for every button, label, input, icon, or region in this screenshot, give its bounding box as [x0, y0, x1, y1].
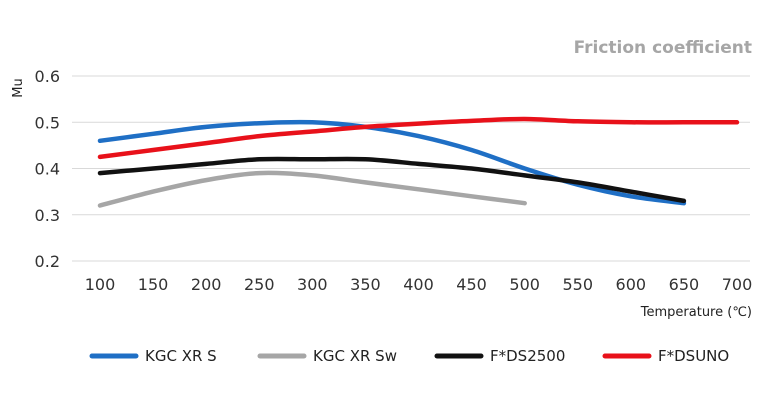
x-tick-label: 300: [297, 275, 328, 294]
y-tick-label: 0.4: [35, 160, 60, 179]
series-line-1: [97, 119, 687, 206]
x-tick-label: 450: [456, 275, 487, 294]
x-tick-label: 550: [562, 275, 593, 294]
x-tick-label: 200: [191, 275, 222, 294]
x-tick-label: 100: [85, 275, 116, 294]
y-tick-label: 0.6: [35, 67, 60, 86]
legend: KGC XR S KGC XR Sw F*DS2500 F*DSUNO: [89, 347, 729, 365]
x-tick-label: 700: [722, 275, 753, 294]
x-tick-label: 250: [244, 275, 275, 294]
y-tick-label: 0.3: [35, 206, 60, 225]
y-tick-labels: 0.2 0.3 0.4 0.5 0.6: [35, 67, 60, 271]
x-tick-label: 600: [616, 275, 647, 294]
x-tick-label: 650: [669, 275, 700, 294]
chart-title: Friction coefficient: [574, 38, 752, 58]
legend-label: F*DS2500: [490, 347, 565, 365]
series-line-3: [97, 156, 687, 204]
x-axis-label: Temperature (℃): [640, 305, 752, 320]
x-tick-labels: 100 150 200 250 300 350 400 450 500 550 600 650 700: [85, 275, 753, 294]
legend-label: KGC XR S: [145, 347, 217, 365]
y-axis-label: Mu: [11, 78, 26, 97]
legend-label: F*DSUNO: [658, 347, 729, 365]
x-tick-label: 500: [509, 275, 540, 294]
x-tick-label: 150: [138, 275, 169, 294]
x-tick-label: 350: [350, 275, 381, 294]
y-tick-label: 0.2: [35, 252, 60, 271]
legend-label: KGC XR Sw: [313, 347, 397, 365]
series-line-4: [97, 116, 740, 160]
series-line-2: [97, 170, 527, 208]
series-lines: [97, 116, 740, 208]
y-tick-label: 0.5: [35, 113, 60, 132]
x-tick-label: 400: [403, 275, 434, 294]
